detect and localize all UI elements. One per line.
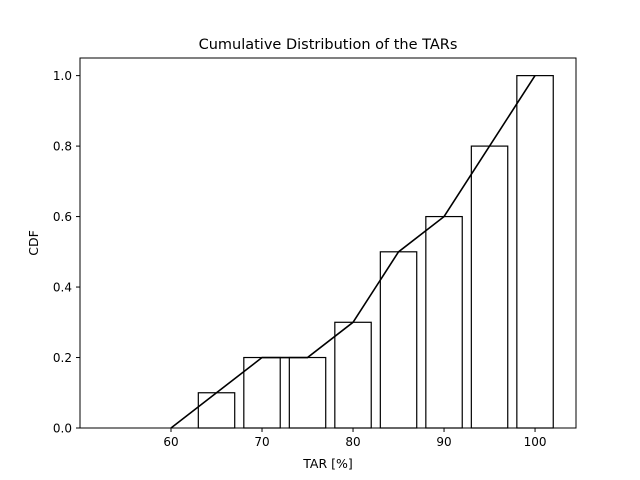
x-tick-label: 60 [163, 435, 178, 449]
x-tick-label: 100 [524, 435, 547, 449]
x-tick-label: 90 [436, 435, 451, 449]
y-tick-label: 0.8 [53, 140, 72, 154]
x-tick-label: 70 [254, 435, 269, 449]
bar-8 [516, 75, 554, 429]
bar-4 [334, 321, 372, 429]
y-axis-label: CDF [26, 230, 41, 256]
bar-5 [379, 251, 418, 429]
y-tick-label: 0.2 [53, 351, 72, 365]
y-tick-label: 0.6 [53, 210, 72, 224]
y-tick-label: 0.0 [53, 422, 72, 436]
chart-title: Cumulative Distribution of the TARs [199, 37, 458, 53]
bar-1 [197, 392, 236, 429]
cdf-line-group [170, 75, 536, 429]
y-tick-label: 1.0 [53, 69, 72, 83]
plot-frame [79, 57, 577, 429]
bar-7 [470, 145, 509, 429]
bar-3 [288, 356, 327, 429]
x-tick-label: 80 [345, 435, 360, 449]
y-axis-ticks: 0.0 0.2 0.4 0.6 0.8 1.0 [53, 69, 80, 436]
bar-6 [425, 215, 463, 429]
cdf-line [170, 75, 536, 429]
y-tick-label: 0.4 [53, 281, 72, 295]
bar-group [197, 75, 554, 429]
x-axis-ticks: 60 70 80 90 100 [163, 428, 546, 449]
x-axis-label: TAR [%] [302, 456, 353, 471]
